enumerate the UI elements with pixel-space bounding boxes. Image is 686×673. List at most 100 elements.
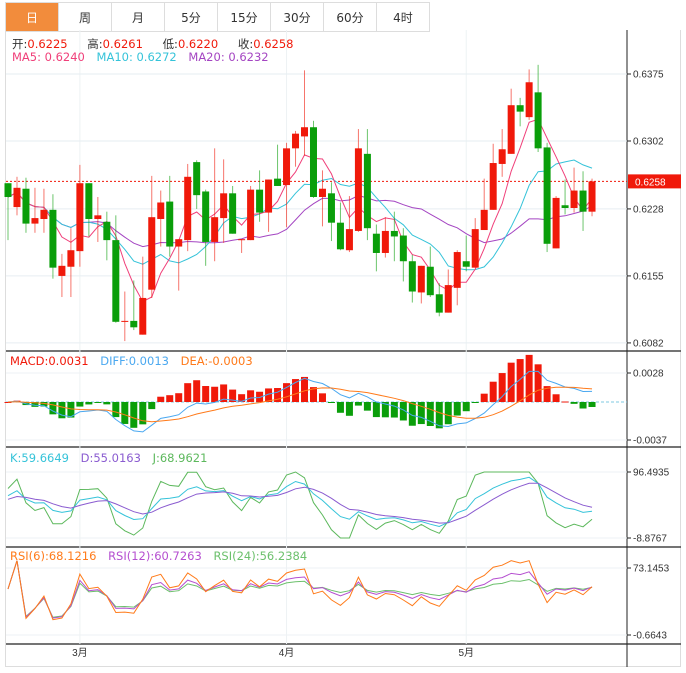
candle-body [309,127,317,197]
macd-bar [399,402,407,421]
tab-7[interactable]: 4时 [377,3,430,32]
candle [588,178,596,217]
macd-bar [327,402,335,403]
j-line [7,471,593,539]
macd-bar [498,373,506,402]
ohlc-legend: 开:0.6225 高:0.6261 低:0.6220 收:0.6258 [12,36,309,52]
candle-body [462,261,470,267]
macd-bar [354,402,362,406]
candle-body [130,320,138,328]
d-line [7,482,593,524]
macd-bar [256,391,264,402]
candle-body [525,82,533,118]
candle [229,185,237,234]
ma20-value: MA20: 0.6232 [188,50,269,64]
candle-body [13,187,21,208]
macd-bar [31,402,39,407]
tab-2[interactable]: 月 [112,3,165,32]
candle [552,196,560,249]
macd-bar [94,402,102,403]
candle-body [292,133,300,149]
candle [175,239,183,291]
candle [49,194,57,279]
high-label: 高: [87,37,103,51]
candle [354,129,362,232]
macd-bar [184,383,192,402]
candle-body [238,239,246,241]
candle-body [193,162,201,196]
candle-body [301,127,309,137]
candle-body [157,202,165,220]
candle-body [49,209,57,268]
tab-3[interactable]: 5分 [165,3,218,32]
candle [193,160,201,209]
high-value: 0.6261 [102,37,143,51]
macd-bar [579,402,587,409]
candle-body [579,190,587,212]
macd-bar [435,402,443,429]
macd-bar [85,402,93,405]
macd-bar [552,394,560,402]
candle [372,224,380,272]
macd-bar [417,402,425,425]
candle [435,283,443,317]
macd-bar [462,402,470,412]
ma5-line [7,118,593,303]
macd-bar [363,402,371,411]
candle-body [148,217,156,290]
tab-1[interactable]: 周 [59,3,112,32]
tab-4[interactable]: 15分 [218,3,271,32]
candle-body [121,320,129,322]
candle-body [139,297,147,335]
candle [489,143,497,210]
macd-bar [103,402,111,405]
macd-bar [372,402,380,418]
rsi6-value: RSI(6):68.1216 [10,549,97,563]
month-label: 4月 [279,647,295,659]
candle [40,188,48,233]
tab-5[interactable]: 30分 [271,3,324,32]
candle-body [31,218,39,224]
rsi-tick-label: 73.1453 [633,564,670,575]
tab-0[interactable]: 日 [6,3,59,32]
candle [480,178,488,231]
candle [166,175,174,257]
macd-bar [229,389,237,402]
candle [292,130,300,167]
macd-bar [534,364,542,402]
price-tick-label: 0.6228 [633,204,664,215]
candle-body [103,221,111,241]
period-tabs: 日周月 5分 15分 30分 60分 4时 [5,2,430,32]
macd-bar [292,379,300,402]
candle [94,196,102,242]
candle-body [516,105,524,112]
macd-bar [471,402,479,403]
macd-bar [193,380,201,402]
tab-6[interactable]: 60分 [324,3,377,32]
macd-bar [247,390,255,402]
candle [85,183,93,237]
macd-bar [166,395,174,402]
macd-bar [238,394,246,402]
dea-value: DEA:-0.0003 [180,354,253,368]
macd-value: MACD:0.0031 [10,354,89,368]
macd-bar [408,402,416,426]
kdj-tick-label: 96.4935 [633,468,670,479]
candle [58,253,66,298]
candle-body [265,179,273,213]
rsi-legend: RSI(6):68.1216 RSI(12):60.7263 RSI(24):5… [10,549,315,563]
candle [462,235,470,272]
candle [516,97,524,127]
macd-bar [58,402,66,419]
candle [22,177,30,233]
j-value: J:68.9621 [152,451,208,465]
candle [31,187,39,233]
candle-body [247,189,255,241]
open-value: 0.6225 [27,37,68,51]
candle-body [588,181,596,212]
macd-bar [390,402,398,418]
macd-bar [480,393,488,402]
candle-body [435,294,443,313]
macd-tick-label: 0.0028 [633,369,664,380]
